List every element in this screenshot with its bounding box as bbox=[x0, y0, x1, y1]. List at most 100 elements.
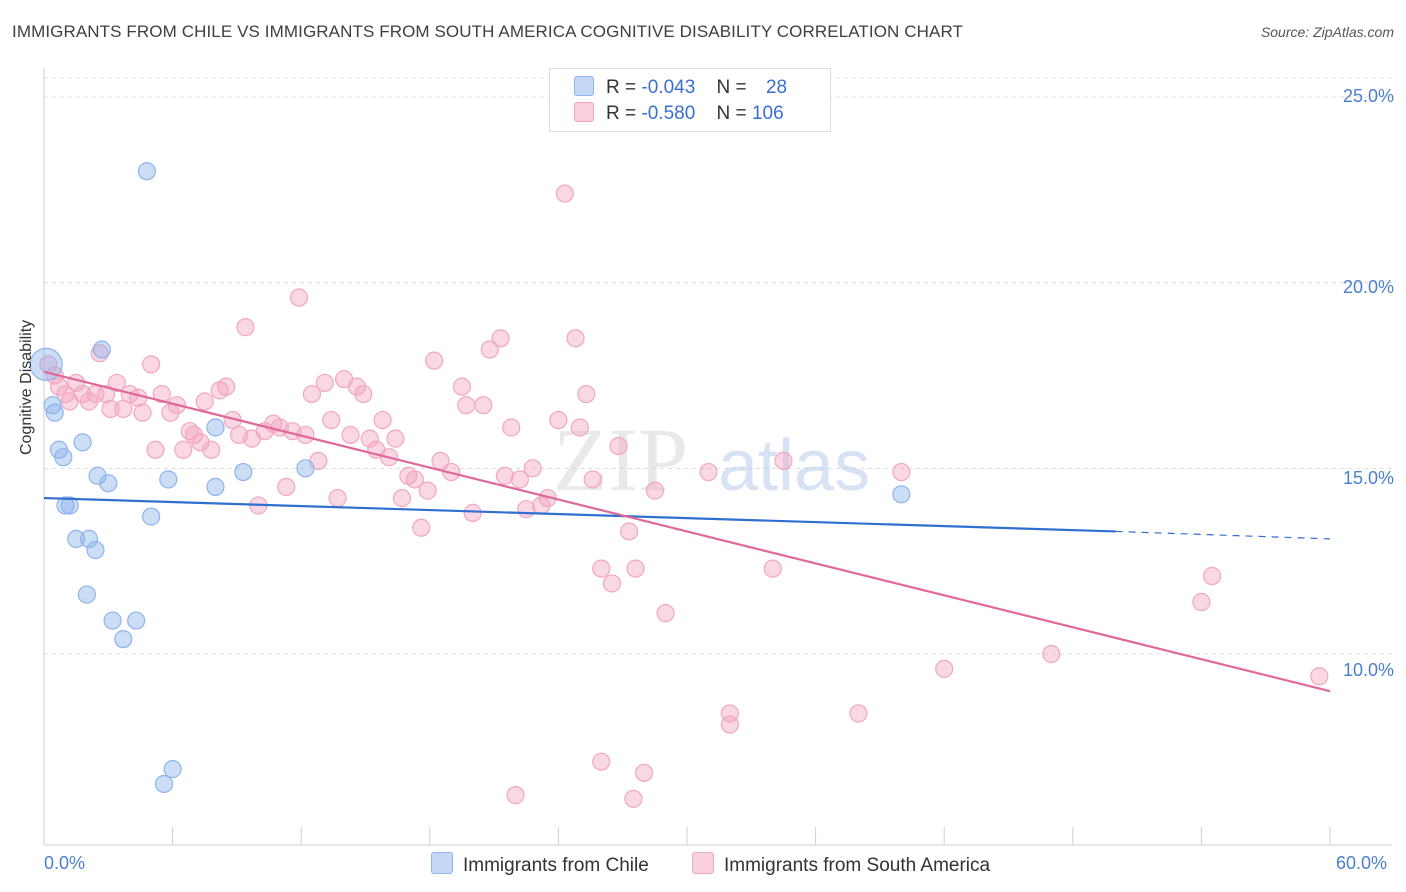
chile-trend-line bbox=[43, 496, 1116, 533]
south-america-point bbox=[315, 373, 334, 393]
south-america-point bbox=[412, 518, 431, 537]
chile-trend-extension bbox=[1115, 530, 1331, 540]
south-america-point bbox=[322, 410, 341, 430]
legend-r-value: -0.580 bbox=[641, 103, 696, 124]
correlation-legend: R = -0.043 N = 28 R = -0.580 N = 106 bbox=[549, 68, 831, 132]
watermark-zip: ZIP bbox=[553, 411, 688, 510]
legend-n-value: 106 bbox=[751, 103, 784, 124]
south-america-point bbox=[645, 481, 664, 500]
south-america-point bbox=[354, 384, 373, 404]
south-america-point bbox=[583, 470, 602, 489]
chile-point bbox=[159, 470, 178, 489]
chile-point bbox=[77, 585, 96, 604]
south-america-point bbox=[73, 384, 92, 404]
south-america-point bbox=[277, 477, 296, 496]
south-america-point bbox=[495, 466, 514, 485]
south-america-swatch-icon bbox=[574, 102, 594, 122]
bottom-legend-south-america: Immigrants from South America bbox=[692, 852, 990, 877]
south-america-point bbox=[184, 425, 204, 445]
south-america-point bbox=[174, 440, 193, 459]
chile-point bbox=[92, 340, 111, 359]
chile-point bbox=[73, 433, 92, 452]
south-america-point bbox=[602, 574, 622, 593]
south-america-point bbox=[592, 559, 611, 578]
chile-point bbox=[163, 760, 182, 779]
chile-point bbox=[60, 496, 79, 515]
chile-point bbox=[45, 403, 64, 422]
source-label: Source: ZipAtlas.com bbox=[1260, 24, 1394, 40]
south-america-point bbox=[302, 384, 322, 404]
south-america-point bbox=[517, 500, 536, 519]
series-chile bbox=[29, 162, 911, 794]
legend-r-label: R = bbox=[606, 103, 637, 124]
south-america-point bbox=[457, 396, 476, 415]
south-america-point bbox=[146, 440, 165, 459]
chile-point bbox=[154, 774, 174, 794]
south-america-point bbox=[202, 440, 221, 459]
south-america-trend-line bbox=[43, 370, 1331, 693]
chile-point bbox=[88, 466, 107, 485]
bottom-legend-chile-label: Immigrants from Chile bbox=[463, 855, 649, 876]
bottom-legend-chile: Immigrants from Chile bbox=[431, 852, 649, 877]
south-america-point bbox=[360, 429, 379, 448]
south-america-point bbox=[405, 470, 424, 489]
south-america-point bbox=[626, 559, 645, 578]
chile-point bbox=[206, 477, 225, 496]
south-america-point bbox=[1042, 644, 1061, 664]
chile-point bbox=[56, 496, 75, 515]
south-america-point bbox=[79, 392, 99, 411]
x-tick-label: 60.0% bbox=[1336, 853, 1388, 873]
chile-point bbox=[114, 630, 133, 649]
south-america-point bbox=[289, 288, 309, 307]
chile-point bbox=[206, 418, 225, 437]
south-america-point bbox=[418, 481, 437, 500]
south-america-point bbox=[502, 418, 521, 437]
chile-legend-icon bbox=[431, 852, 453, 874]
legend-n-label: N = bbox=[716, 103, 747, 124]
south-america-point bbox=[555, 184, 574, 203]
watermark: ZIP atlas bbox=[553, 411, 870, 510]
south-america-point bbox=[142, 355, 161, 374]
south-america-point bbox=[609, 436, 628, 456]
south-america-point bbox=[510, 470, 529, 489]
axes bbox=[43, 68, 1392, 846]
chart-title: IMMIGRANTS FROM CHILE VS IMMIGRANTS FROM… bbox=[12, 22, 964, 41]
chile-point bbox=[137, 162, 156, 181]
south-america-point bbox=[577, 384, 596, 404]
south-america-point bbox=[480, 340, 499, 359]
trend-lines bbox=[43, 370, 1331, 693]
chile-point bbox=[86, 540, 105, 560]
south-america-point bbox=[97, 384, 116, 404]
south-america-point bbox=[549, 410, 568, 430]
legend-row-south-america: R = -0.580 N = 106 bbox=[574, 102, 784, 126]
south-america-point bbox=[892, 462, 911, 482]
y-tick-label: 20.0% bbox=[1342, 277, 1394, 297]
south-america-point bbox=[720, 704, 739, 723]
south-america-point bbox=[763, 559, 782, 578]
south-america-point bbox=[373, 410, 392, 430]
south-america-point bbox=[101, 399, 120, 419]
y-tick-label: 25.0% bbox=[1342, 86, 1394, 106]
south-america-legend-icon bbox=[692, 852, 714, 874]
south-america-point bbox=[656, 604, 675, 623]
chile-point bbox=[127, 611, 146, 630]
south-america-point bbox=[635, 763, 654, 782]
south-america-point bbox=[506, 786, 525, 805]
south-america-point bbox=[935, 659, 954, 678]
south-america-point bbox=[424, 351, 444, 370]
grid-lines bbox=[44, 77, 1392, 655]
chile-point bbox=[67, 529, 86, 548]
south-america-point bbox=[570, 418, 589, 437]
south-america-point bbox=[328, 488, 347, 508]
south-america-point bbox=[491, 329, 510, 348]
south-america-point bbox=[624, 789, 643, 808]
south-america-point bbox=[463, 503, 482, 522]
south-america-point bbox=[699, 462, 718, 482]
watermark-atlas: atlas bbox=[718, 426, 870, 506]
bottom-legend-south-america-label: Immigrants from South America bbox=[724, 855, 991, 876]
south-america-point bbox=[107, 373, 126, 393]
y-tick-label: 10.0% bbox=[1342, 660, 1394, 680]
south-america-point bbox=[347, 377, 367, 396]
chile-point bbox=[43, 396, 62, 415]
